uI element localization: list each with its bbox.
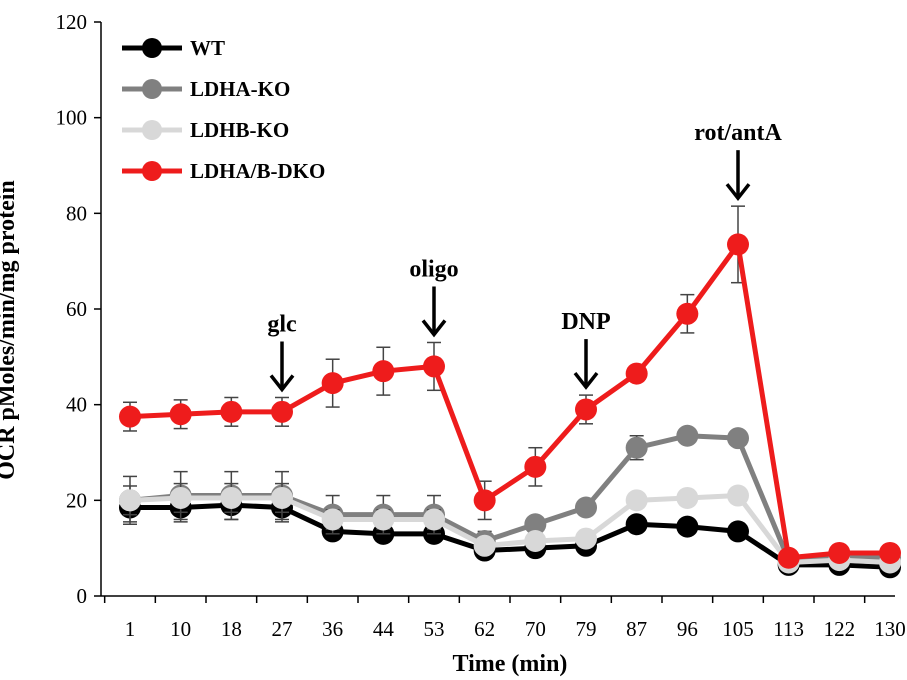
data-point <box>220 401 242 423</box>
data-point <box>778 547 800 569</box>
x-tick-label: 79 <box>576 617 597 641</box>
data-point <box>676 516 698 538</box>
data-point <box>626 363 648 385</box>
annotation-glc: glc <box>267 311 297 389</box>
data-point <box>676 487 698 509</box>
data-point <box>474 535 496 557</box>
legend-label: LDHA/B-DKO <box>190 159 325 183</box>
data-point <box>879 542 901 564</box>
data-point <box>271 401 293 423</box>
x-tick-label: 130 <box>874 617 906 641</box>
y-tick-label: 100 <box>56 106 88 130</box>
legend-swatch-marker <box>142 120 162 140</box>
x-tick-label: 87 <box>626 617 647 641</box>
y-tick-label: 40 <box>66 393 87 417</box>
data-point <box>372 508 394 530</box>
x-tick-label: 53 <box>424 617 445 641</box>
data-point <box>524 456 546 478</box>
x-axis-title: Time (min) <box>453 651 568 677</box>
data-point <box>828 542 850 564</box>
series-line <box>130 244 890 557</box>
legend-item: LDHA/B-DKO <box>122 159 325 183</box>
data-point <box>676 425 698 447</box>
y-ticks: 0 20 40 60 80 100 120 <box>56 10 102 608</box>
data-point <box>170 403 192 425</box>
data-point <box>474 489 496 511</box>
data-point <box>170 487 192 509</box>
legend: WT LDHA-KO LDHB-KO LDHA/B-DKO <box>122 36 325 183</box>
data-point <box>119 489 141 511</box>
legend-item: LDHA-KO <box>122 77 290 101</box>
data-point <box>322 372 344 394</box>
series-line <box>130 505 890 567</box>
legend-swatch-marker <box>142 161 162 181</box>
legend-label: LDHB-KO <box>190 118 289 142</box>
data-point <box>626 513 648 535</box>
annotation-dnp: DNP <box>561 309 610 387</box>
x-tick-label: 44 <box>373 617 395 641</box>
data-point <box>676 303 698 325</box>
y-tick-label: 20 <box>66 488 87 512</box>
series <box>119 206 901 578</box>
legend-label: LDHA-KO <box>190 77 290 101</box>
x-tick-label: 1 <box>125 617 136 641</box>
data-point <box>423 508 445 530</box>
data-point <box>372 360 394 382</box>
y-tick-label: 80 <box>66 201 87 225</box>
legend-label: WT <box>190 36 225 60</box>
x-tick-label: 105 <box>722 617 754 641</box>
data-point <box>575 398 597 420</box>
x-tick-label: 36 <box>322 617 343 641</box>
annotation-oligo: oligo <box>409 256 458 334</box>
x-tick-label: 122 <box>824 617 856 641</box>
annotation-label: rot/antA <box>694 120 782 146</box>
x-tick-label: 70 <box>525 617 546 641</box>
legend-swatch-marker <box>142 79 162 99</box>
data-point <box>322 508 344 530</box>
y-tick-label: 120 <box>56 10 88 34</box>
x-tick-label: 18 <box>221 617 242 641</box>
legend-item: WT <box>122 36 225 60</box>
data-point <box>575 528 597 550</box>
data-point <box>727 233 749 255</box>
data-point <box>626 489 648 511</box>
data-point <box>524 530 546 552</box>
y-tick-label: 0 <box>77 584 88 608</box>
annotation-label: glc <box>267 311 297 337</box>
data-point <box>727 427 749 449</box>
x-tick-label: 113 <box>773 617 804 641</box>
annotation-rot-anta: rot/antA <box>694 120 782 198</box>
x-tick-label: 62 <box>474 617 495 641</box>
data-point <box>220 487 242 509</box>
data-point <box>727 485 749 507</box>
data-point <box>271 487 293 509</box>
legend-swatch-marker <box>142 38 162 58</box>
x-tick-label: 27 <box>272 617 293 641</box>
ocr-line-chart: 020406080100120 1 10 18 27 36 44 53 62 70 79 87 96 1… <box>0 0 907 680</box>
annotation-label: DNP <box>561 309 610 335</box>
y-axis-title: OCR pMoles/min/mg protein <box>0 180 20 480</box>
data-point <box>575 497 597 519</box>
x-tick-label: 96 <box>677 617 698 641</box>
data-point <box>727 520 749 542</box>
legend-item: LDHB-KO <box>122 118 289 142</box>
annotations: glc oligo DNP rot/antA <box>267 120 782 389</box>
data-point <box>119 406 141 428</box>
data-point <box>423 355 445 377</box>
axes <box>101 22 895 596</box>
annotation-label: oligo <box>409 256 458 282</box>
x-tick-label: 10 <box>170 617 191 641</box>
x-ticks: 1 10 18 27 36 44 53 62 70 79 87 96 105 113 122 130 <box>105 596 906 641</box>
data-point <box>626 437 648 459</box>
y-tick-label: 60 <box>66 297 87 321</box>
